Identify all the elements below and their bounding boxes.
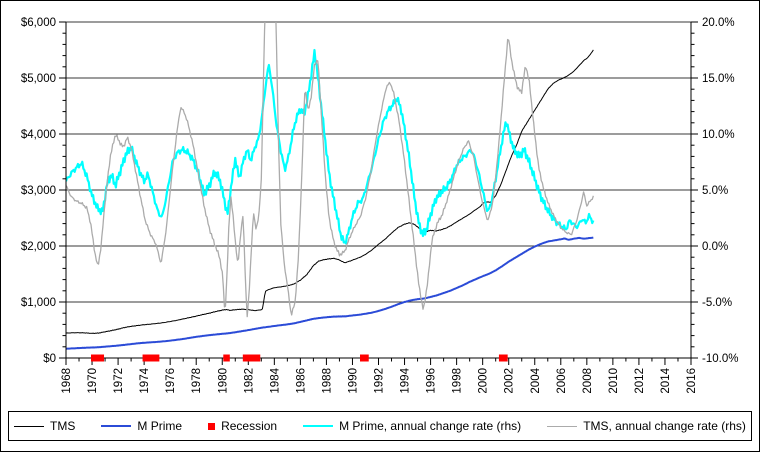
axis-labels: $0 $1,000 $2,000 $3,000 $4,000 $5,000 $6,000 -1… [21, 17, 739, 394]
recession-bar [242, 354, 261, 362]
x-tick-label: 1976 [165, 368, 177, 394]
legend-label-m-prime: M Prime [137, 419, 183, 433]
y-right-tick-label: 15.0% [702, 73, 735, 85]
recession-bar [223, 354, 230, 362]
tms-rhs-line-swatch [547, 425, 578, 427]
legend-label-m-prime-rhs: M Prime, annual change rate (rhs) [339, 419, 522, 433]
x-tick-label: 1970 [87, 368, 99, 394]
x-tick-label: 2000 [478, 368, 490, 394]
x-tick-label: 1994 [400, 367, 412, 393]
x-tick-label: 1968 [61, 368, 73, 394]
recession-bar [498, 354, 508, 362]
x-tick-label: 1972 [113, 368, 125, 394]
y-left-tick-label: $2,000 [21, 241, 56, 253]
tms-line-swatch [14, 425, 45, 427]
y-left-tick-label: $4,000 [21, 129, 56, 141]
y-right-tick-label: 10.0% [702, 129, 735, 141]
chart-legend: TMS M Prime Recession M Prime, annual ch… [8, 411, 752, 441]
y-left-tick-label: $3,000 [21, 185, 56, 197]
chart-plot: $0 $1,000 $2,000 $3,000 $4,000 $5,000 $6,000 -1… [21, 17, 739, 394]
y-right-tick-label: 20.0% [702, 17, 735, 29]
legend-item-m-prime-rhs: M Prime, annual change rate (rhs) [303, 419, 521, 433]
x-tick-label: 1982 [243, 368, 255, 394]
y-right-tick-label: -5.0% [702, 297, 732, 309]
axis-ticks [59, 21, 698, 365]
y-left-tick-label: $0 [43, 353, 56, 365]
x-tick-label: 1996 [426, 368, 438, 394]
x-tick-label: 1978 [191, 368, 203, 394]
x-tick-label: 2014 [660, 367, 672, 393]
legend-label-tms-rhs: TMS, annual change rate (rhs) [583, 419, 746, 433]
x-tick-label: 1988 [321, 368, 333, 394]
m-prime-rhs-line-swatch [303, 425, 334, 427]
x-tick-label: 1992 [374, 368, 386, 394]
x-tick-label: 2002 [504, 368, 516, 394]
recession-bar [360, 354, 369, 362]
x-tick-label: 1986 [295, 368, 307, 394]
legend-label-tms: TMS [50, 419, 76, 433]
recession-bar [142, 354, 160, 362]
y-right-tick-label: 0.0% [702, 241, 728, 253]
series-tms [66, 49, 594, 334]
legend-item-tms: TMS [14, 419, 75, 433]
y-right-tick-label: -10.0% [702, 353, 738, 365]
x-tick-label: 1990 [347, 368, 359, 394]
legend-label-recession: Recession [221, 419, 278, 433]
x-tick-label: 2012 [634, 368, 646, 394]
x-tick-label: 2008 [582, 368, 594, 394]
legend-item-tms-rhs: TMS, annual change rate (rhs) [547, 419, 746, 433]
x-tick-label: 1998 [452, 368, 464, 394]
series-m-prime-annual-change-rate-rhs- [66, 48, 595, 245]
y-left-tick-label: $1,000 [21, 297, 56, 309]
recession-square-swatch [208, 422, 216, 430]
m-prime-line-swatch [101, 425, 132, 427]
x-tick-label: 1984 [269, 367, 281, 393]
x-tick-label: 1980 [217, 368, 229, 394]
legend-item-recession: Recession [208, 419, 277, 433]
y-left-tick-label: $5,000 [21, 73, 56, 85]
legend-item-m-prime: M Prime [101, 419, 182, 433]
y-right-tick-label: 5.0% [702, 185, 728, 197]
y-left-tick-label: $6,000 [21, 17, 56, 29]
x-tick-label: 2010 [608, 368, 620, 394]
recession-bars [91, 354, 508, 362]
series-tms-annual-change-rate-rhs- [66, 22, 594, 318]
recession-bar [91, 354, 105, 362]
x-tick-label: 1974 [139, 367, 151, 393]
series-m-prime [66, 236, 594, 350]
x-tick-label: 2006 [556, 368, 568, 394]
series-lines [66, 22, 595, 350]
x-tick-label: 2016 [686, 368, 698, 394]
x-tick-label: 2004 [530, 367, 542, 393]
